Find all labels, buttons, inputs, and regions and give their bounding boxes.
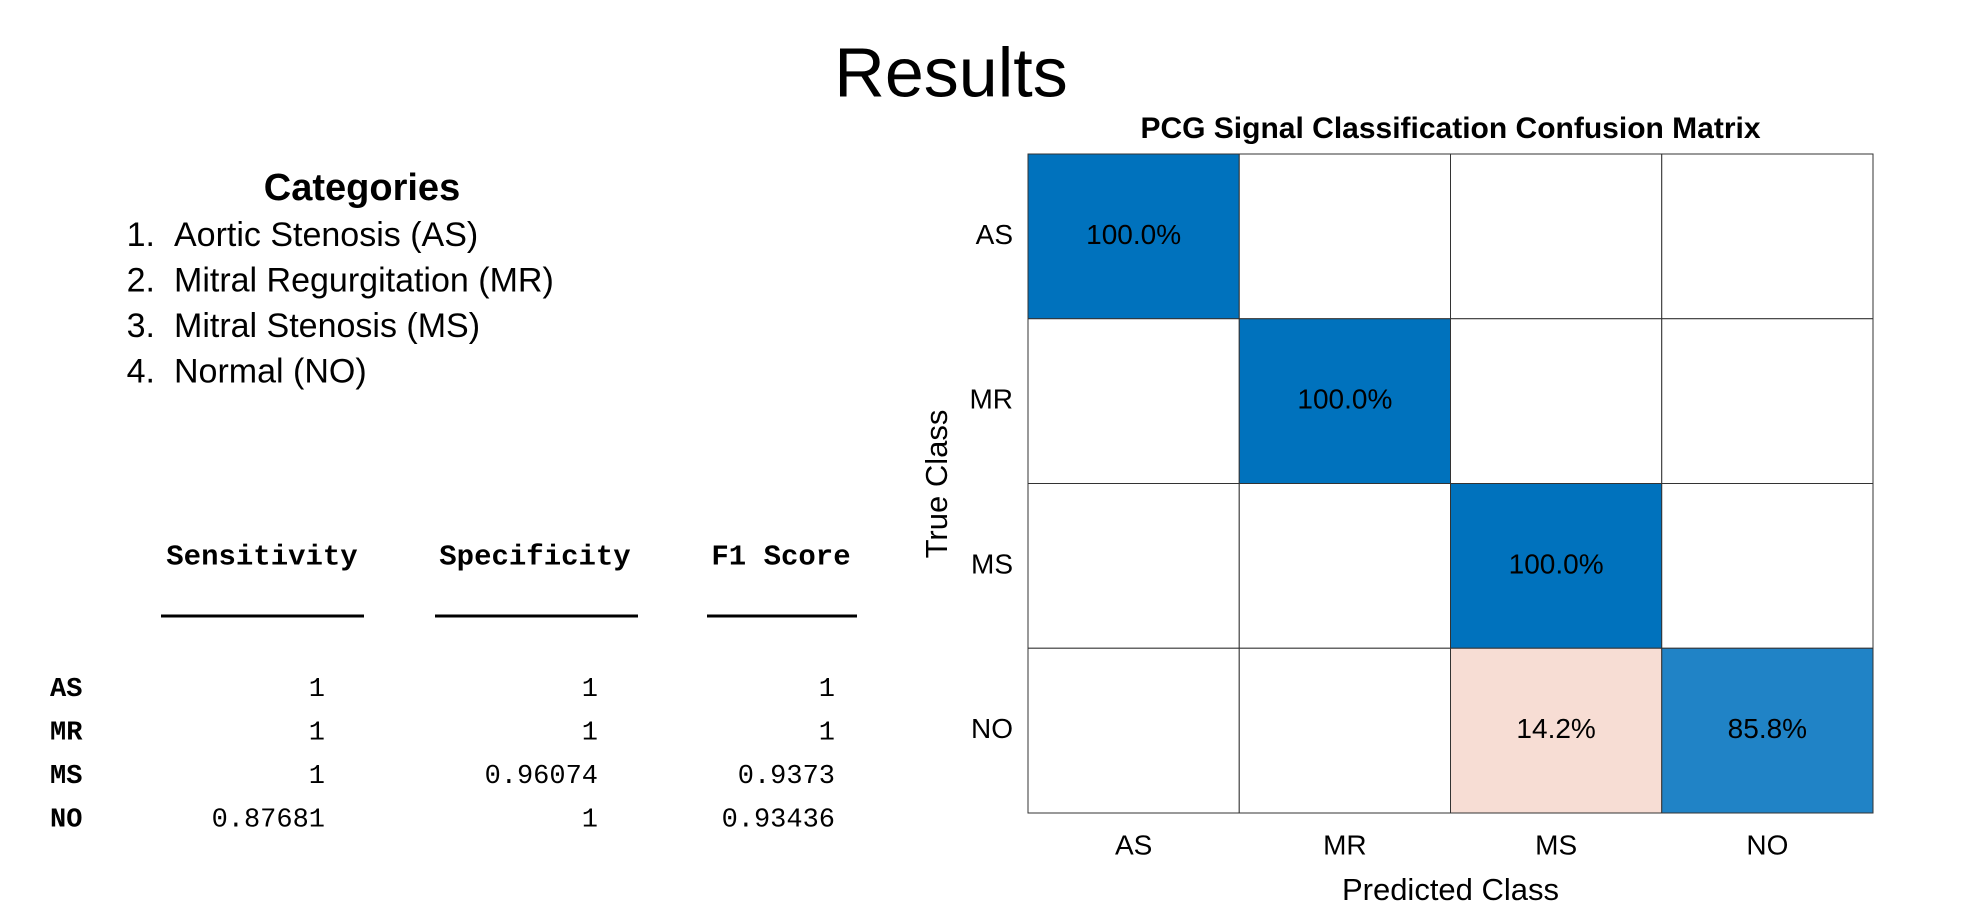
table-header: Specificity [439,541,630,574]
cell-label: 14.2% [1516,713,1595,744]
chart-title: PCG Signal Classification Confusion Matr… [1140,112,1760,145]
matrix-cell [1238,483,1451,649]
x-tick-label: AS [1115,829,1152,860]
table-cell: 0.96074 [485,762,598,792]
cell-label: 100.0% [1297,384,1392,415]
list-item: Mitral Stenosis (MS) [174,307,480,345]
row-label: NO [50,806,82,836]
matrix-cell [1027,647,1240,814]
table-cell: 1 [582,719,598,749]
cell-label: 100.0% [1509,548,1604,579]
cell-label: 85.8% [1728,713,1807,744]
matrix-cell [1027,153,1240,320]
table-cell: 1 [819,719,835,749]
list-number: 4. [127,352,155,390]
list-item: Mitral Regurgitation (MR) [174,261,554,299]
matrix-cell [1661,647,1874,814]
table-header: F1 Score [711,541,850,574]
x-tick-label: NO [1746,829,1788,860]
table-cell: 1 [309,719,325,749]
list-number: 3. [127,307,155,345]
matrix-cell [1661,483,1874,649]
matrix-cell [1238,647,1451,814]
matrix-cell [1027,318,1240,484]
y-tick-label: MS [971,548,1013,579]
table-cell: 0.9373 [738,762,835,792]
matrix-cell [1450,483,1663,649]
matrix-cell [1238,318,1451,484]
x-tick-label: MS [1535,829,1577,860]
y-axis-label: True Class [919,410,954,559]
matrix-cell [1027,483,1240,649]
table-cell: 0.93436 [722,806,835,836]
matrix-cell [1661,318,1874,484]
row-label: AS [50,675,82,705]
table-cell: 1 [819,675,835,705]
matrix-cell [1661,153,1874,320]
table-cell: 1 [309,762,325,792]
table-cell: 1 [582,675,598,705]
list-item: Aortic Stenosis (AS) [174,216,478,254]
matrix-cell [1238,153,1451,320]
row-label: MR [50,719,83,749]
slide-title: Results [834,33,1067,111]
table-cell: 0.87681 [212,806,325,836]
categories-heading: Categories [264,167,460,209]
cell-label: 100.0% [1086,219,1181,250]
matrix-cell [1450,647,1663,814]
table-cell: 1 [582,806,598,836]
list-number: 1. [127,216,155,254]
matrix-cell [1450,153,1663,320]
x-tick-label: MR [1323,829,1367,860]
table-header: Sensitivity [166,541,357,574]
list-item: Normal (NO) [174,352,367,390]
table-cell: 1 [309,675,325,705]
y-tick-label: MR [969,384,1013,415]
list-number: 2. [127,261,155,299]
y-tick-label: NO [971,713,1013,744]
row-label: MS [50,762,82,792]
x-axis-label: Predicted Class [1342,872,1559,906]
y-tick-label: AS [976,219,1013,250]
matrix-cell [1450,318,1663,484]
